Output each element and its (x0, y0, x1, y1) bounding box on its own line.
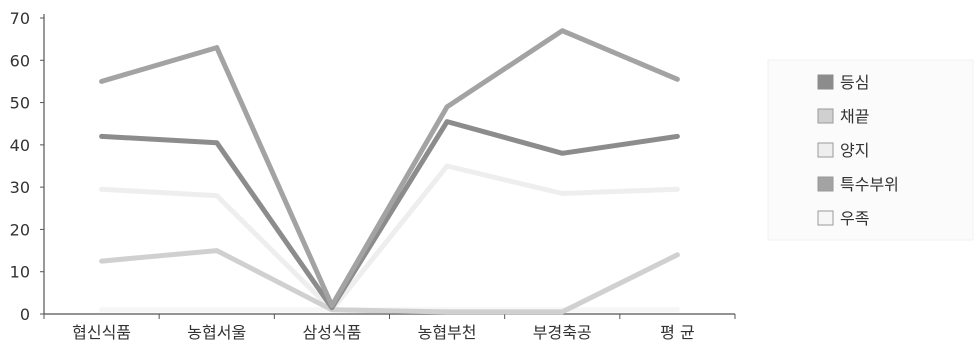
legend-swatch-3 (817, 142, 834, 158)
series-line-2 (99, 248, 680, 315)
legend-swatch-2 (817, 108, 834, 124)
y-tick-label: 30 (10, 178, 30, 197)
legend-swatch-1 (817, 74, 834, 90)
x-tick-label: 협신식품 (72, 323, 131, 342)
x-tick-label: 평 균 (660, 323, 695, 342)
series-line-3 (99, 163, 680, 313)
series-line-1 (99, 119, 680, 311)
legend-label-1: 등심 (840, 73, 869, 92)
y-tick-label: 10 (10, 263, 30, 282)
series-lines (99, 28, 680, 315)
legend-label-2: 채끝 (840, 107, 869, 126)
legend-box (767, 59, 974, 241)
y-tick-label: 60 (10, 51, 30, 70)
x-tick-label: 부경축공 (533, 323, 592, 342)
legend-label-5: 우족 (840, 209, 869, 228)
y-tick-label: 40 (10, 136, 30, 155)
y-tick-label: 50 (10, 94, 30, 113)
x-tick-label: 농협서울 (187, 323, 246, 342)
legend-swatch-4 (817, 176, 834, 192)
x-tick-label: 농협부천 (418, 323, 477, 342)
y-tick-label: 0 (20, 305, 30, 324)
y-tick-label: 20 (10, 220, 30, 239)
legend-label-3: 양지 (840, 141, 869, 160)
series-line-4 (99, 28, 680, 308)
axes: 0 10 20 30 40 50 60 70 협신식품 농협서울 삼성식품 농협부천 부경축공 평 균 (10, 9, 736, 342)
x-tick-label: 삼성식품 (302, 323, 361, 342)
legend-label-4: 특수부위 (840, 175, 899, 194)
y-tick-label: 70 (10, 9, 30, 28)
legend-swatch-5 (817, 210, 834, 226)
